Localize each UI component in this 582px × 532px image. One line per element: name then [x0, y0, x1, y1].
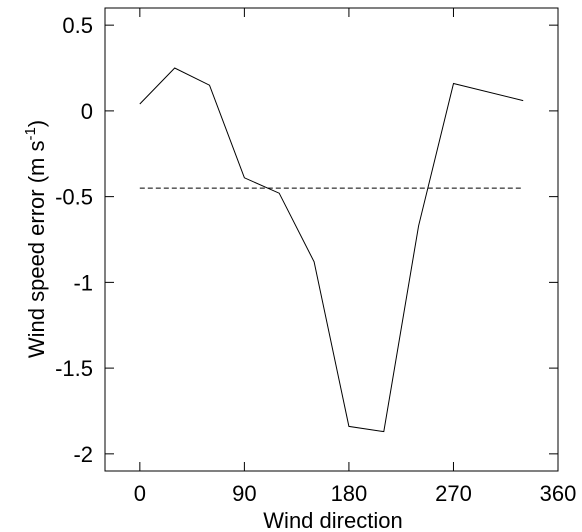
y-tick-label: 0.5	[62, 13, 93, 38]
axis-ticks	[105, 8, 559, 471]
plot-frame	[104, 7, 559, 472]
x-axis-label: Wind direction	[263, 508, 402, 532]
series-lines	[139, 67, 524, 433]
y-axis-label: Wind speed error (m s-1)	[22, 120, 49, 358]
x-tick-label: 90	[232, 481, 256, 506]
y-tick-label: -2	[73, 442, 93, 467]
y-tick-label: -1	[73, 270, 93, 295]
y-tick-label: 0	[81, 99, 93, 124]
y-axis-label-sup: -1	[22, 127, 39, 140]
x-tick-label: 360	[540, 481, 577, 506]
x-tick-label: 180	[331, 481, 368, 506]
wind-speed-error-line	[139, 67, 524, 433]
tick-labels: 0 90 180 270 360 0.5 0 -0.5 -1 -1.5 -2	[55, 13, 576, 506]
x-tick-label: 270	[435, 481, 472, 506]
y-tick-label: -1.5	[55, 356, 93, 381]
y-tick-label: -0.5	[55, 185, 93, 210]
y-axis-label-close: )	[24, 120, 49, 127]
x-tick-label: 0	[134, 481, 146, 506]
y-axis-label-main: Wind speed error (m s	[24, 141, 49, 359]
